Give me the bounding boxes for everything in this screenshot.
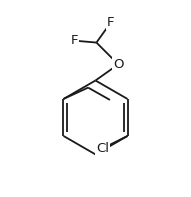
- Text: O: O: [113, 58, 124, 71]
- Text: F: F: [71, 34, 78, 47]
- Text: F: F: [107, 16, 114, 29]
- Text: Cl: Cl: [96, 142, 109, 155]
